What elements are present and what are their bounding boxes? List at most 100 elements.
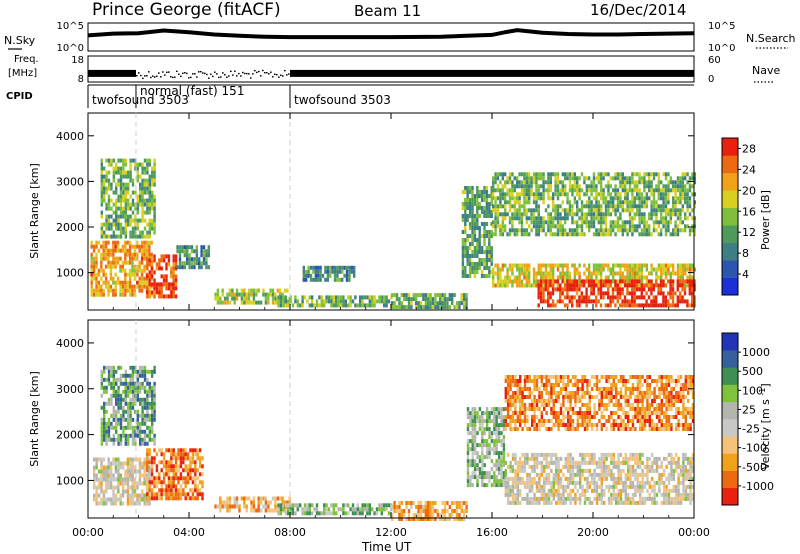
- scatter-cell: [117, 485, 120, 490]
- scatter-cell: [131, 373, 135, 378]
- scatter-cell: [540, 224, 543, 229]
- scatter-cell: [674, 228, 677, 233]
- scatter-cell: [155, 266, 159, 271]
- scatter-cell: [495, 451, 498, 456]
- scatter-cell: [143, 202, 147, 207]
- scatter-cell: [100, 230, 103, 235]
- scatter-cell: [109, 465, 113, 470]
- scatter-cell: [102, 465, 106, 470]
- scatter-cell: [688, 212, 692, 217]
- scatter-cell: [531, 423, 534, 427]
- scatter-cell: [226, 300, 229, 305]
- scatter-cell: [395, 509, 399, 513]
- scatter-cell: [494, 200, 497, 205]
- scatter-cell: [547, 172, 550, 177]
- scatter-cell: [504, 180, 507, 185]
- scatter-cell: [476, 419, 479, 424]
- scatter-cell: [148, 294, 151, 299]
- scatter-cell: [134, 393, 137, 398]
- scatter-cell: [112, 461, 115, 466]
- scatter-cell: [681, 287, 684, 292]
- scatter-cell: [105, 218, 108, 223]
- scatter-cell: [567, 379, 570, 383]
- scatter-cell: [583, 212, 586, 217]
- scatter-cell: [446, 301, 449, 306]
- scatter-cell: [148, 501, 151, 506]
- freq-point: [184, 72, 186, 74]
- scatter-cell: [167, 496, 171, 501]
- scatter-cell: [116, 240, 120, 245]
- scatter-cell: [466, 423, 470, 428]
- scatter-cell: [151, 421, 154, 426]
- scatter-cell: [314, 273, 317, 278]
- scatter-cell: [136, 244, 139, 249]
- scatter-cell: [469, 459, 472, 464]
- scatter-cell: [501, 279, 504, 284]
- scatter-cell: [511, 375, 515, 379]
- scatter-cell: [115, 425, 118, 430]
- scatter-cell: [525, 263, 528, 268]
- scatter-cell: [121, 260, 125, 265]
- scatter-cell: [476, 194, 479, 198]
- scatter-cell: [614, 224, 617, 229]
- scatter-cell: [126, 485, 130, 490]
- scatter-cell: [100, 260, 103, 265]
- scatter-cell: [233, 296, 236, 301]
- scatter-cell: [564, 228, 567, 233]
- scatter-cell: [148, 182, 151, 187]
- scatter-cell: [528, 172, 531, 177]
- scatter-cell: [318, 295, 321, 300]
- scatter-cell: [523, 403, 527, 407]
- scatter-cell: [603, 391, 606, 395]
- scatter-cell: [277, 511, 280, 516]
- scatter-cell: [520, 216, 524, 221]
- scatter-cell: [100, 433, 103, 438]
- scatter-cell: [561, 271, 564, 276]
- scatter-cell: [122, 174, 125, 179]
- scatter-cell: [126, 493, 130, 498]
- scatter-cell: [574, 403, 577, 407]
- scatter-cell: [691, 216, 694, 221]
- scatter-cell: [162, 460, 166, 465]
- scatter-cell: [150, 492, 154, 497]
- scatter-cell: [181, 249, 184, 254]
- scatter-cell: [631, 271, 634, 276]
- scatter-cell: [581, 383, 584, 387]
- scatter-cell: [473, 415, 477, 420]
- scatter-cell: [518, 279, 521, 284]
- scatter-cell: [90, 276, 93, 281]
- scatter-cell: [403, 293, 406, 298]
- scatter-cell: [112, 473, 115, 478]
- freq-point: [214, 71, 216, 73]
- scatter-cell: [604, 279, 607, 284]
- scatter-cell: [543, 419, 546, 423]
- scatter-cell: [146, 294, 149, 299]
- scatter-cell: [638, 279, 641, 284]
- scatter-cell: [127, 401, 130, 406]
- scatter-cell: [151, 202, 154, 207]
- scatter-cell: [153, 210, 156, 215]
- scatter-cell: [619, 212, 622, 217]
- scatter-cell: [93, 481, 96, 486]
- scatter-cell: [485, 266, 489, 270]
- scatter-cell: [473, 202, 477, 206]
- scatter-cell: [158, 286, 161, 291]
- scatter-cell: [331, 269, 334, 274]
- scatter-cell: [124, 288, 127, 293]
- scatter-cell: [114, 248, 117, 253]
- scatter-cell: [100, 405, 103, 410]
- scatter-cell: [528, 279, 531, 284]
- scatter-cell: [557, 375, 560, 379]
- scatter-cell: [117, 393, 120, 398]
- scatter-cell: [351, 503, 355, 508]
- scatter-cell: [471, 459, 474, 464]
- scatter-cell: [676, 216, 680, 221]
- scatter-cell: [643, 263, 646, 268]
- scatter-cell: [126, 489, 130, 494]
- scatter-cell: [496, 224, 500, 229]
- scatter-cell: [619, 419, 623, 423]
- scatter-cell: [650, 192, 653, 197]
- scatter-cell: [516, 184, 519, 189]
- freq-point: [200, 71, 202, 73]
